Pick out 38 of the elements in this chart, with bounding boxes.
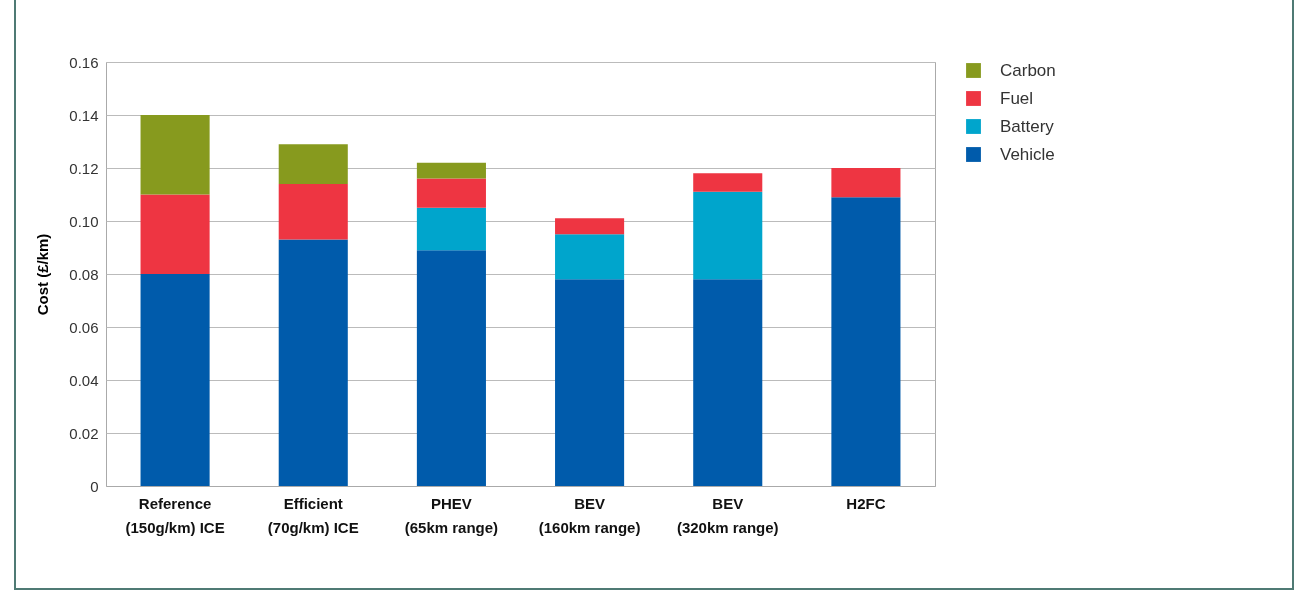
bar	[416, 162, 486, 179]
legend-label: Battery	[1000, 116, 1055, 136]
x-tick-label: H2FC	[846, 494, 886, 512]
y-tick-label: 0.08	[69, 265, 99, 283]
y-tick-label: 0.02	[69, 424, 99, 442]
bar	[831, 168, 901, 198]
y-tick-label: 0.16	[69, 53, 99, 71]
bar	[693, 173, 763, 192]
bar	[831, 197, 901, 486]
y-axis-title: Cost (£/km)	[34, 233, 52, 316]
y-tick-label: 0.06	[69, 318, 99, 336]
bar	[140, 115, 210, 195]
bar	[416, 178, 486, 208]
x-tick-label: BEV (320km range)	[676, 494, 779, 536]
bar	[693, 279, 763, 486]
bar	[278, 183, 348, 240]
bar	[555, 218, 625, 235]
legend-label: Fuel	[1000, 88, 1034, 108]
x-tick-label: BEV (160km range)	[538, 494, 641, 536]
legend-label: Vehicle	[1000, 144, 1055, 164]
y-tick-label: 0.14	[69, 106, 99, 124]
bar	[278, 239, 348, 486]
bar	[416, 250, 486, 486]
y-tick-label: 0.04	[69, 371, 99, 389]
x-tick-label: PHEV (65km range)	[404, 494, 499, 536]
bar	[416, 207, 486, 251]
x-tick-label: Reference (150g/km) ICE	[125, 494, 225, 536]
y-tick-label: 0	[90, 477, 99, 495]
bar	[693, 191, 763, 280]
y-tick-label: 0.12	[69, 159, 99, 177]
legend-label: Carbon	[1000, 60, 1056, 80]
bar	[140, 274, 210, 486]
bar	[140, 194, 210, 274]
y-tick-label: 0.10	[69, 212, 99, 230]
bar	[278, 144, 348, 184]
bar	[555, 279, 625, 486]
bar	[555, 234, 625, 280]
x-tick-label: Efficient (70g/km) ICE	[267, 494, 359, 536]
